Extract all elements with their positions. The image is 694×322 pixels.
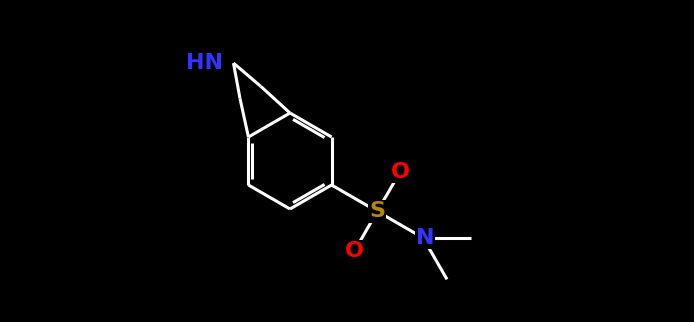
Text: HN: HN [187, 53, 223, 73]
Text: N: N [416, 228, 434, 248]
Text: O: O [391, 162, 409, 182]
Text: S: S [369, 201, 385, 222]
Text: O: O [345, 241, 364, 261]
